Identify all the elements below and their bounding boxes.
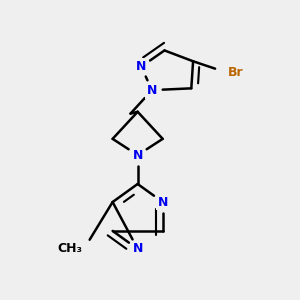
Text: CH₃: CH₃ [57, 242, 82, 256]
Text: N: N [133, 242, 143, 256]
Text: N: N [136, 60, 146, 73]
Text: N: N [133, 148, 143, 162]
Text: Br: Br [228, 66, 244, 79]
Text: N: N [147, 84, 157, 97]
Text: N: N [158, 196, 168, 208]
